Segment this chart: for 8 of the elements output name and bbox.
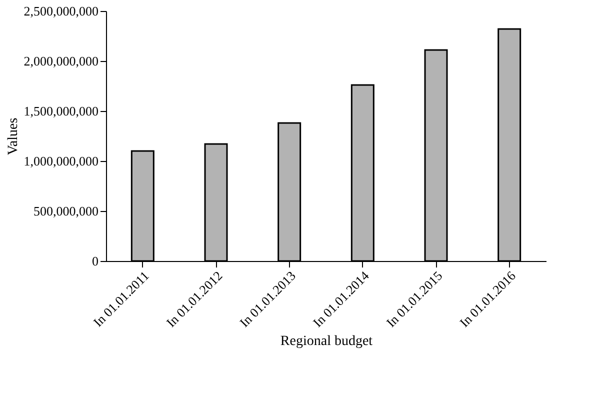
y-tick-label: 2,500,000,000 — [24, 4, 98, 18]
y-tick-label: 0 — [92, 254, 98, 268]
y-tick-label: 1,000,000,000 — [24, 154, 98, 168]
y-tick-label: 1,500,000,000 — [24, 104, 98, 118]
y-axis-title: Values — [6, 118, 21, 156]
y-tick-label: 2,000,000,000 — [24, 54, 98, 68]
y-tick-label: 500,000,000 — [34, 204, 98, 218]
x-axis-title: Regional budget — [280, 334, 373, 350]
